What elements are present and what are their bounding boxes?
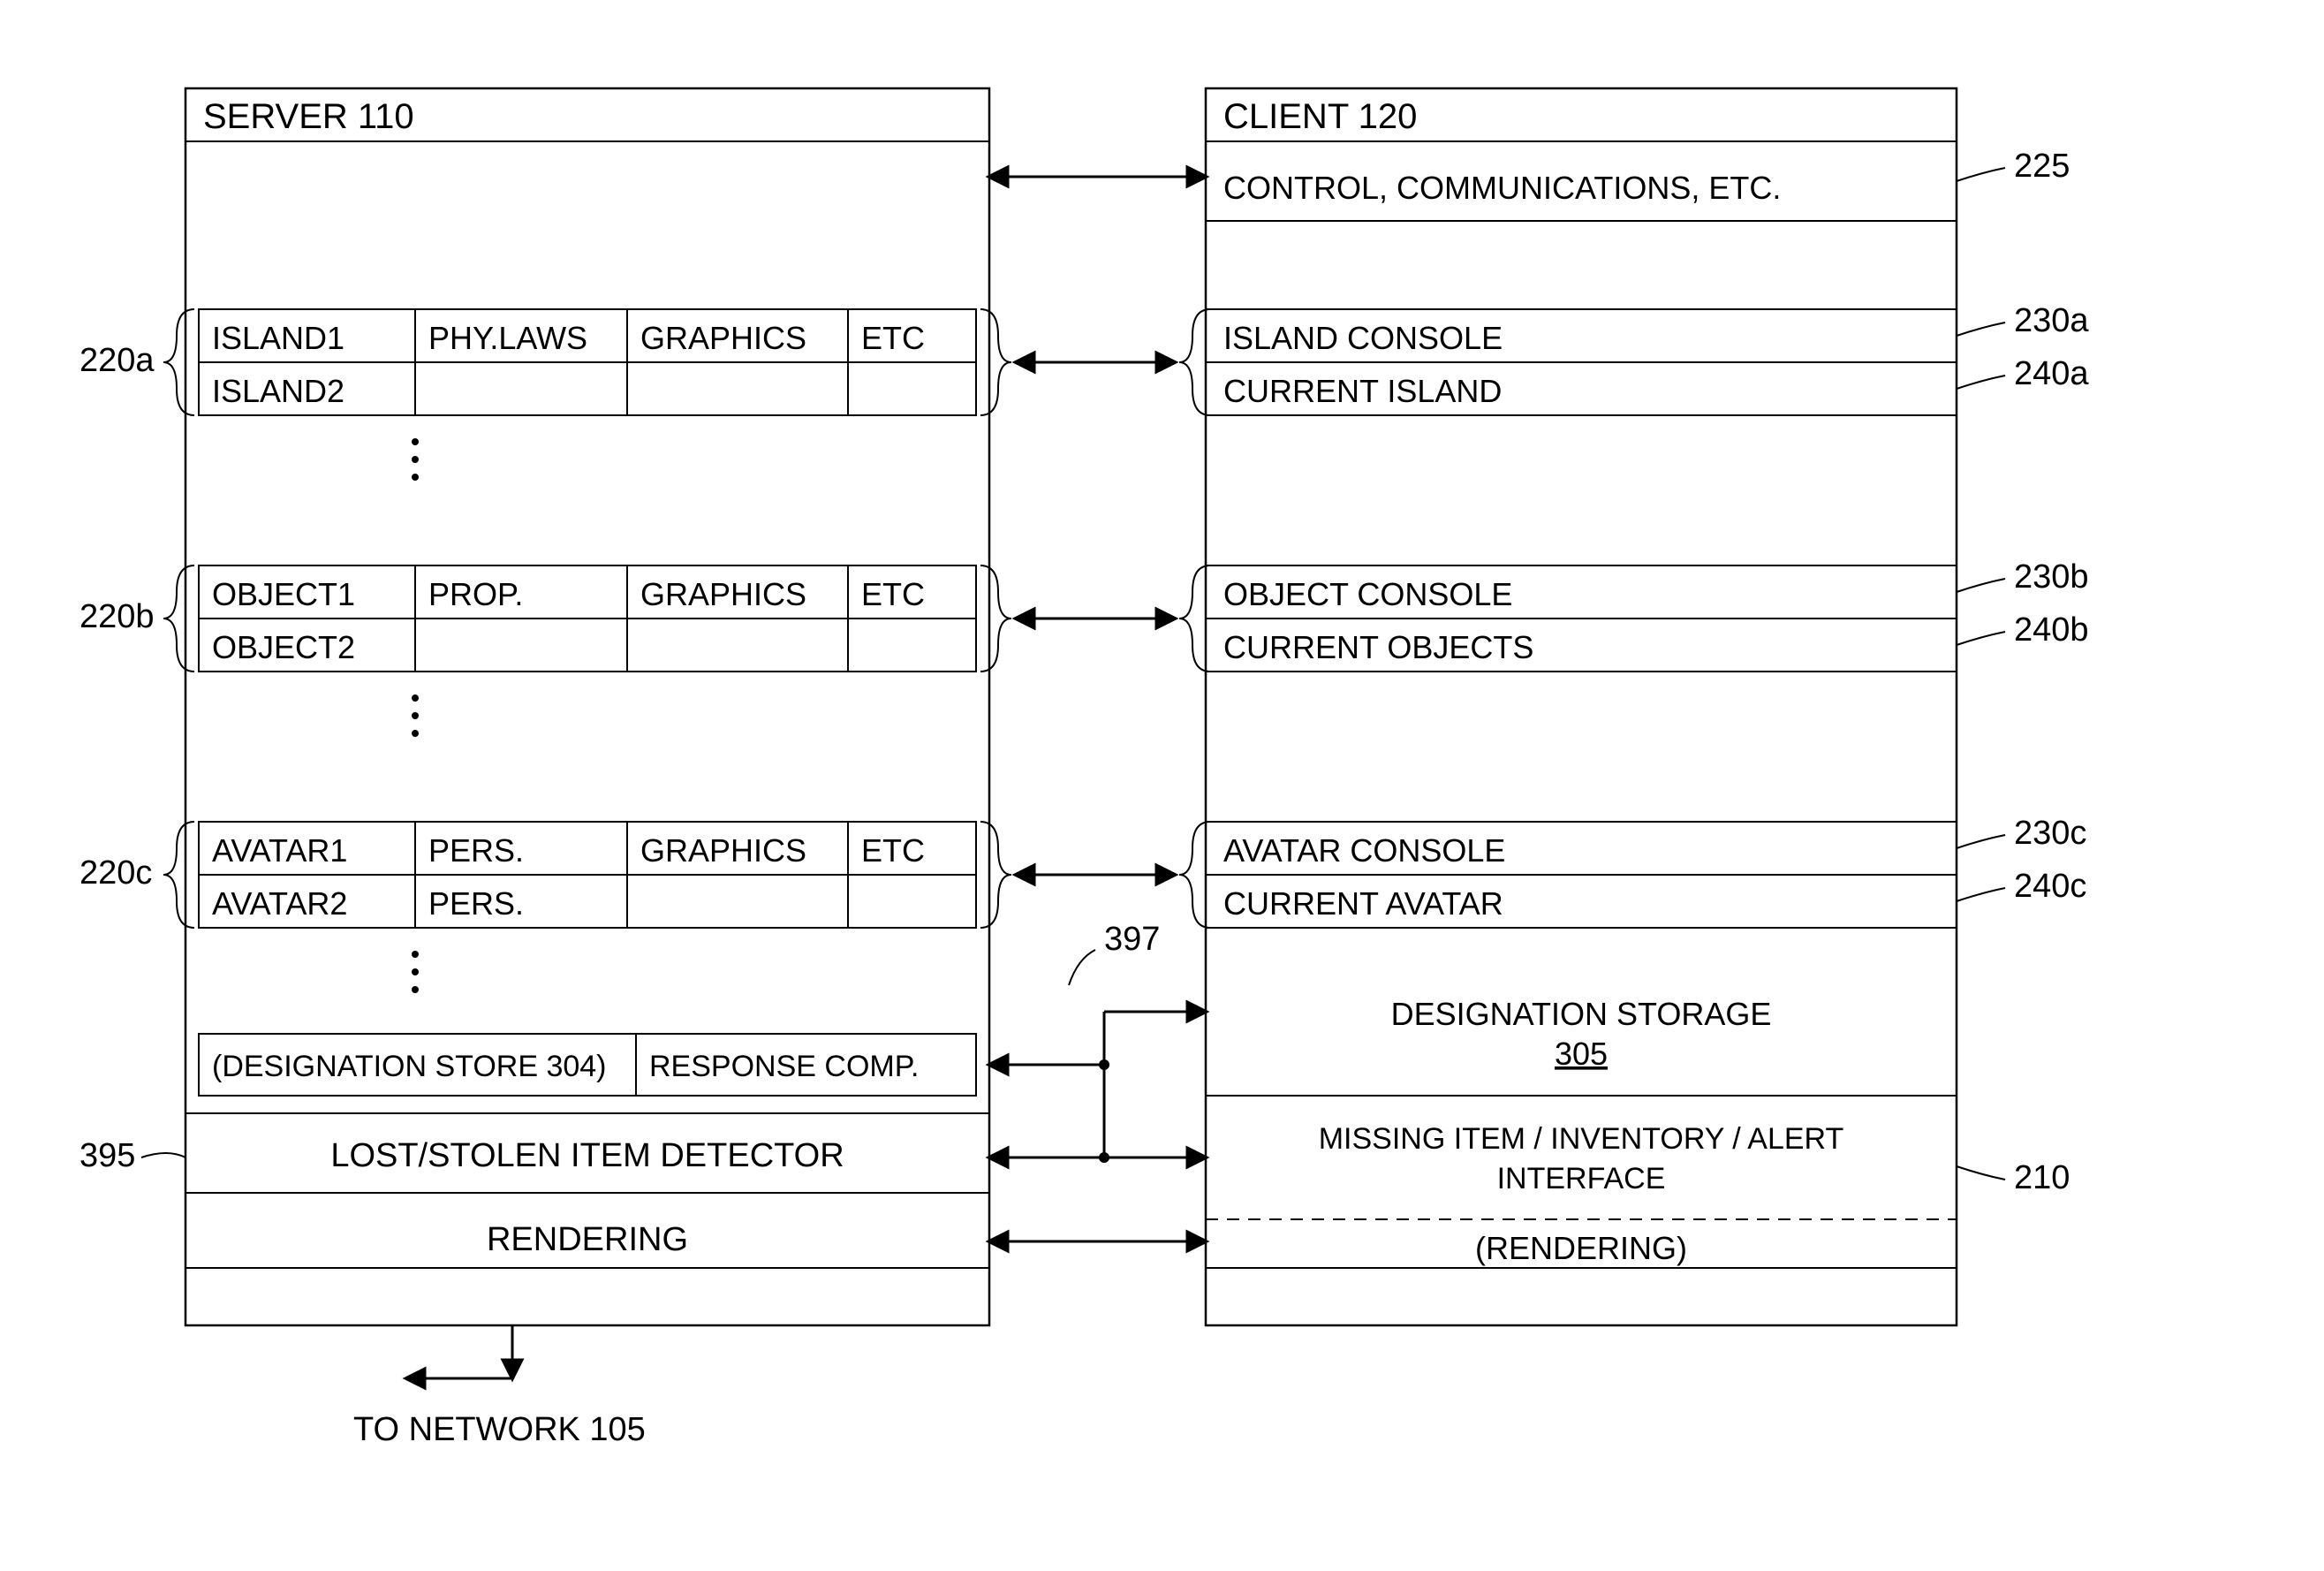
ellipsis-icon	[412, 438, 419, 481]
cell: LOST/STOLEN ITEM DETECTOR	[330, 1137, 844, 1174]
cell: AVATAR1	[212, 832, 347, 869]
server-avatars: AVATAR1 PERS. GRAPHICS ETC AVATAR2 PERS.	[199, 822, 976, 928]
cell: CURRENT ISLAND	[1223, 373, 1502, 409]
ref-label: 220a	[79, 342, 155, 379]
cell: ETC	[861, 576, 925, 612]
cell: GRAPHICS	[640, 576, 806, 612]
cell: INTERFACE	[1497, 1162, 1666, 1195]
server-objects: OBJECT1 PROP. GRAPHICS ETC OBJECT2	[199, 565, 976, 672]
cell: GRAPHICS	[640, 320, 806, 356]
cell: 305	[1555, 1036, 1608, 1072]
cell: PERS.	[428, 885, 524, 922]
ref-label: 240a	[2014, 355, 2089, 392]
cell: (DESIGNATION STORE 304)	[212, 1050, 607, 1083]
cell: AVATAR2	[212, 885, 347, 922]
cell: GRAPHICS	[640, 832, 806, 869]
ref-label: 395	[79, 1137, 135, 1174]
cell: CURRENT OBJECTS	[1223, 629, 1533, 665]
cell: ISLAND1	[212, 320, 344, 356]
cell: AVATAR CONSOLE	[1223, 832, 1505, 869]
leader-line	[1957, 323, 2005, 336]
ref-label: 240b	[2014, 611, 2089, 649]
brace-icon	[980, 565, 1011, 672]
cell: OBJECT1	[212, 576, 355, 612]
cell: ISLAND2	[212, 373, 344, 409]
leader-line	[1957, 579, 2005, 592]
server-title: SERVER 110	[203, 97, 414, 136]
cell: PHY.LAWS	[428, 320, 587, 356]
leader-line	[1957, 632, 2005, 645]
brace-icon	[163, 309, 194, 415]
ref-label: 225	[2014, 148, 2070, 185]
architecture-diagram: SERVER 110 ISLAND1 PHY.LAWS GRAPHICS ETC…	[0, 0, 2324, 1571]
leader-line	[1957, 376, 2005, 389]
cell: PERS.	[428, 832, 524, 869]
ref-label: 230c	[2014, 815, 2086, 852]
cell: ISLAND CONSOLE	[1223, 320, 1503, 356]
brace-icon	[163, 822, 194, 928]
cell: (RENDERING)	[1475, 1230, 1687, 1266]
cell: OBJECT2	[212, 629, 355, 665]
cell: DESIGNATION STORAGE	[1391, 996, 1772, 1032]
cell: CURRENT AVATAR	[1223, 885, 1503, 922]
cell: OBJECT CONSOLE	[1223, 576, 1512, 612]
leader-line	[141, 1153, 185, 1157]
leader-line	[1957, 835, 2005, 848]
ref-label: 230b	[2014, 558, 2089, 596]
brace-icon	[163, 565, 194, 672]
brace-icon	[980, 309, 1011, 415]
client-title: CLIENT 120	[1223, 97, 1417, 136]
ref-label: 220c	[79, 854, 152, 892]
ellipsis-icon	[412, 951, 419, 993]
ref-label: 220b	[79, 598, 155, 635]
leader-line	[1957, 888, 2005, 901]
ellipsis-icon	[412, 694, 419, 737]
ref-label: 230a	[2014, 302, 2089, 339]
cell: RENDERING	[487, 1221, 688, 1258]
leader-line	[1957, 168, 2005, 181]
cell: RESPONSE COMP.	[649, 1050, 919, 1083]
ref-label: 397	[1104, 921, 1160, 958]
leader-line	[1957, 1166, 2005, 1180]
ref-label: 240c	[2014, 868, 2086, 905]
ref-label: 210	[2014, 1159, 2070, 1196]
cell: ETC	[861, 832, 925, 869]
server-islands: ISLAND1 PHY.LAWS GRAPHICS ETC ISLAND2	[199, 309, 976, 415]
cell: ETC	[861, 320, 925, 356]
cell: CONTROL, COMMUNICATIONS, ETC.	[1223, 170, 1781, 206]
connector-397	[989, 950, 1206, 1157]
cell: PROP.	[428, 576, 523, 612]
to-network-label: TO NETWORK 105	[353, 1411, 646, 1448]
cell: MISSING ITEM / INVENTORY / ALERT	[1319, 1122, 1844, 1156]
brace-icon	[980, 822, 1011, 928]
